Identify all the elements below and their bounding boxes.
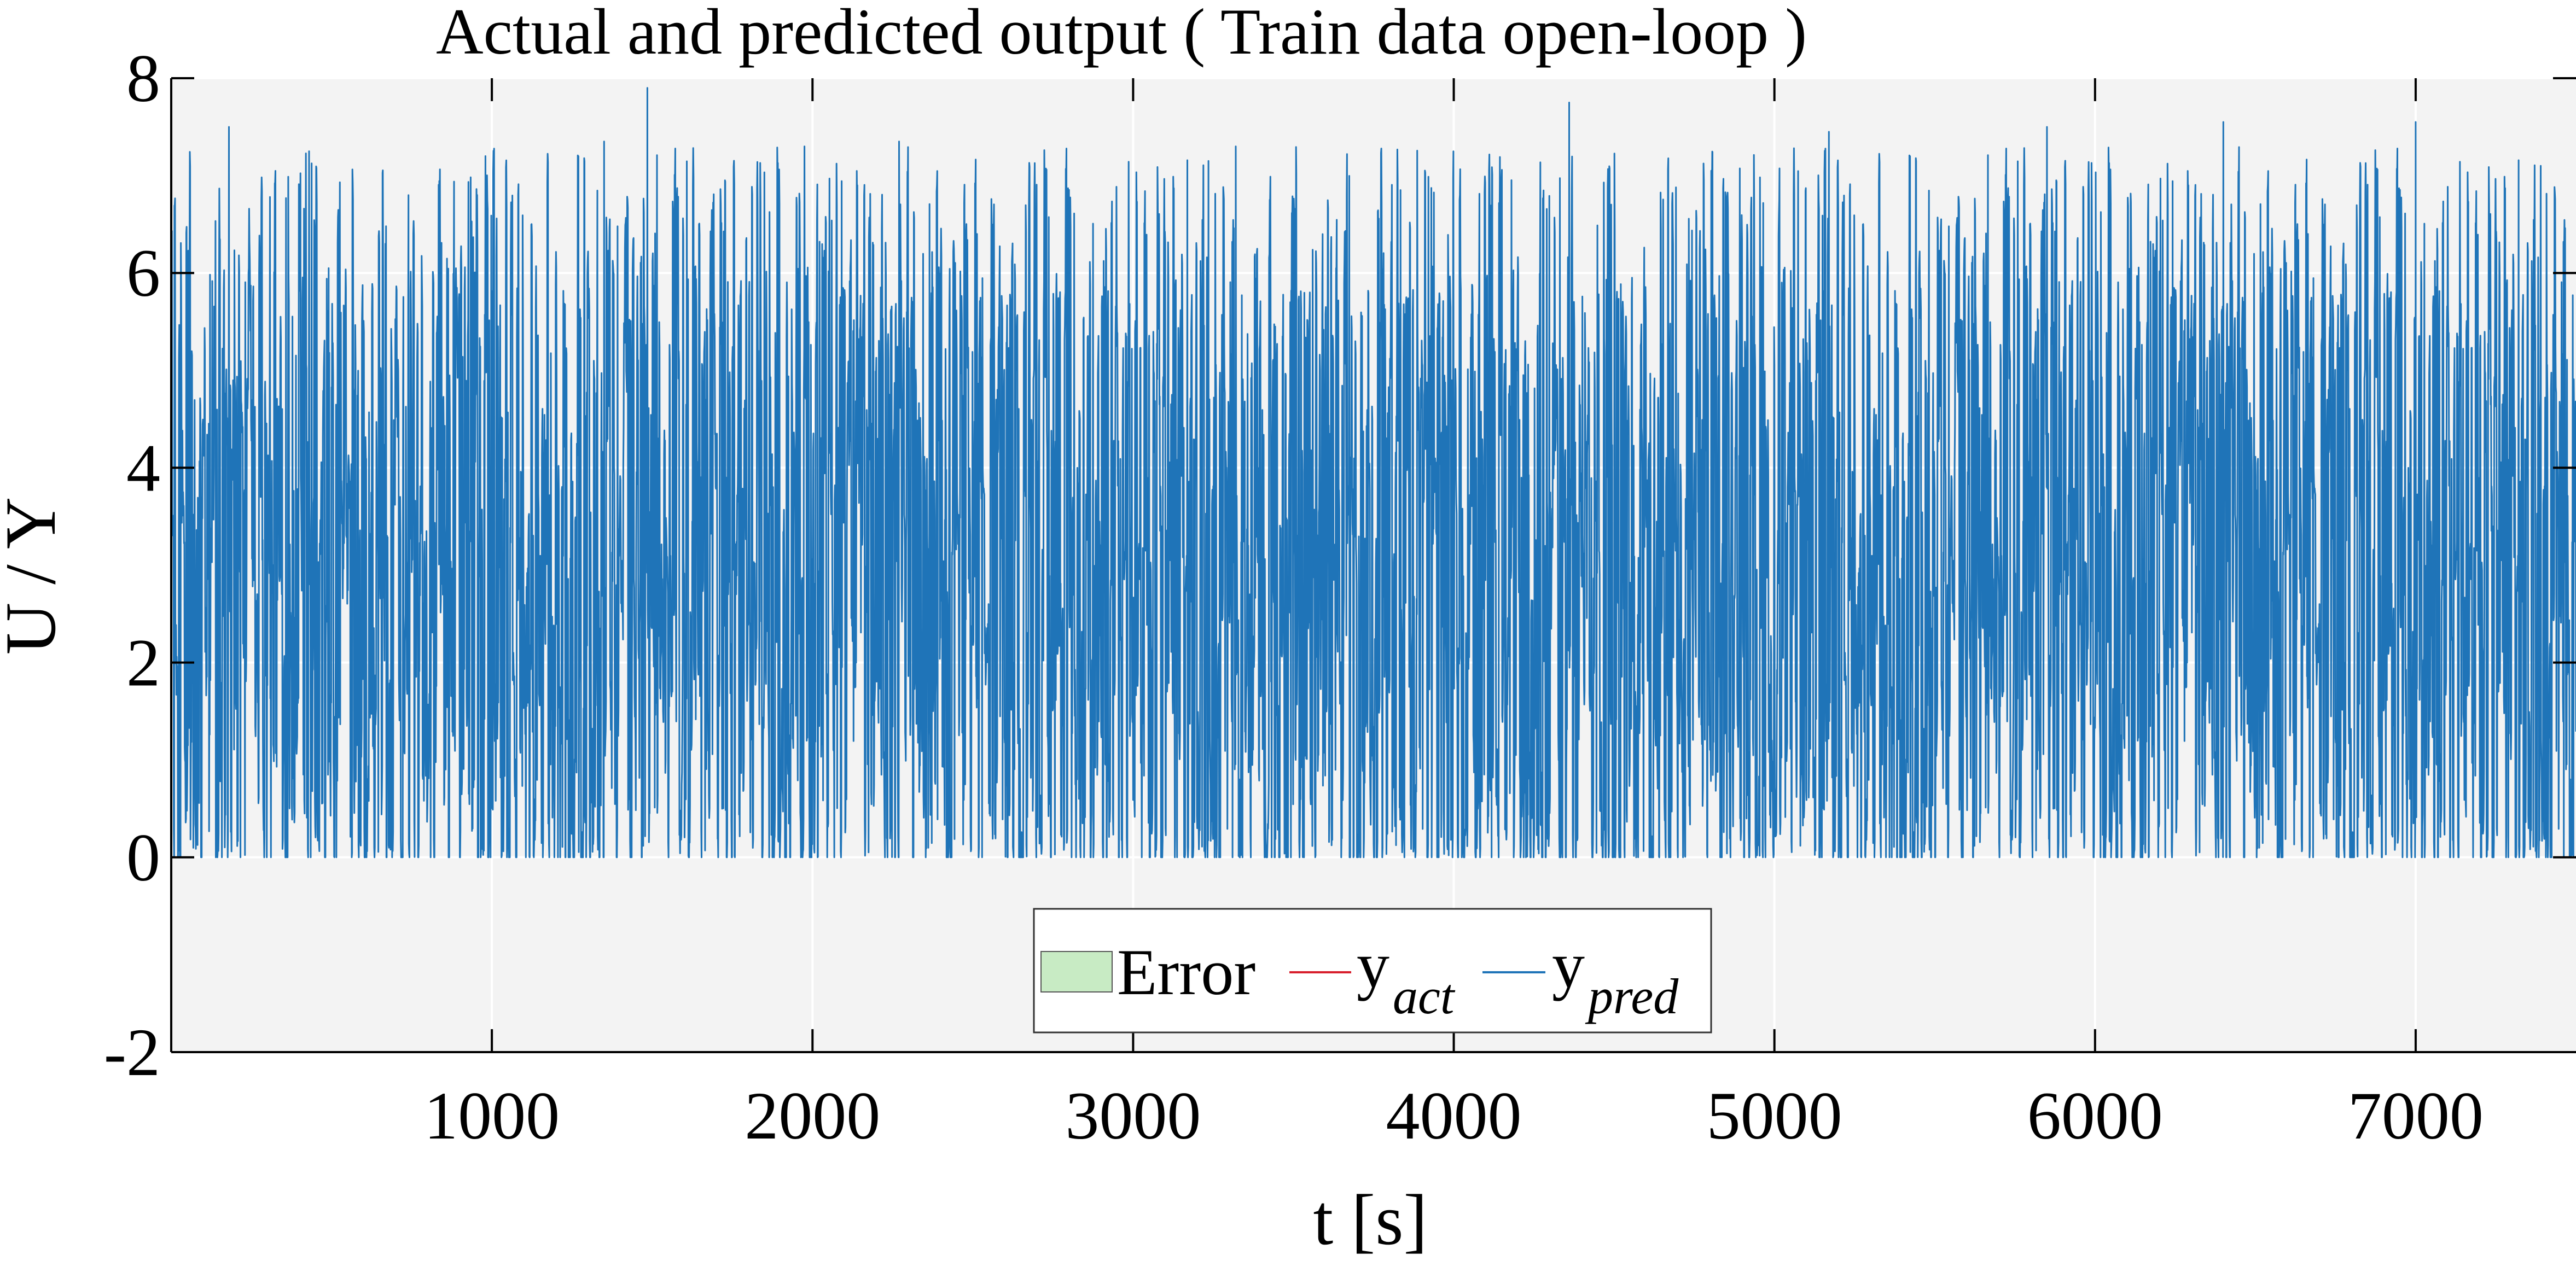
x-tick-label: 5000 — [1707, 1078, 1842, 1153]
y-tick-label: 8 — [126, 41, 160, 116]
x-tick-label: 6000 — [2027, 1078, 2163, 1153]
series-layer — [171, 87, 2576, 859]
legend-ypred-sub: pred — [1585, 968, 1679, 1024]
x-tick-label: 3000 — [1065, 1078, 1201, 1153]
legend-yact-main: y — [1357, 929, 1389, 1001]
y-tick-label: 2 — [126, 626, 160, 700]
y-tick-label: 0 — [126, 820, 160, 895]
y-axis-label: U / Y — [0, 497, 71, 655]
legend: Error yact ypred — [1033, 908, 1712, 1034]
chart-title: Actual and predicted output ( Train data… — [436, 0, 1807, 68]
y-tick-label: -2 — [104, 1015, 160, 1090]
legend-error-swatch — [1040, 951, 1113, 993]
x-tick-label: 7000 — [2348, 1078, 2484, 1153]
series-line-ypred — [171, 87, 2576, 859]
x-tick-label: 2000 — [745, 1078, 880, 1153]
legend-error-label: Error — [1117, 936, 1255, 1008]
x-tick-label: 1000 — [424, 1078, 560, 1153]
legend-ypred-label: ypred — [1552, 929, 1679, 1024]
legend-yact-label: yact — [1357, 929, 1456, 1024]
axes — [170, 77, 2576, 1053]
y-tick-label: 4 — [126, 430, 160, 505]
legend-box — [1033, 908, 1712, 1034]
legend-ypred-main: y — [1552, 929, 1585, 1001]
x-axis-label: t [s] — [1313, 1180, 1428, 1260]
tick-labels: 1000 2000 3000 4000 5000 6000 7000 -2 0 2 4 6 8 — [104, 41, 2484, 1153]
y-tick-label: 6 — [126, 236, 160, 311]
legend-yact-sub: act — [1393, 968, 1456, 1024]
x-tick-label: 4000 — [1386, 1078, 1522, 1153]
